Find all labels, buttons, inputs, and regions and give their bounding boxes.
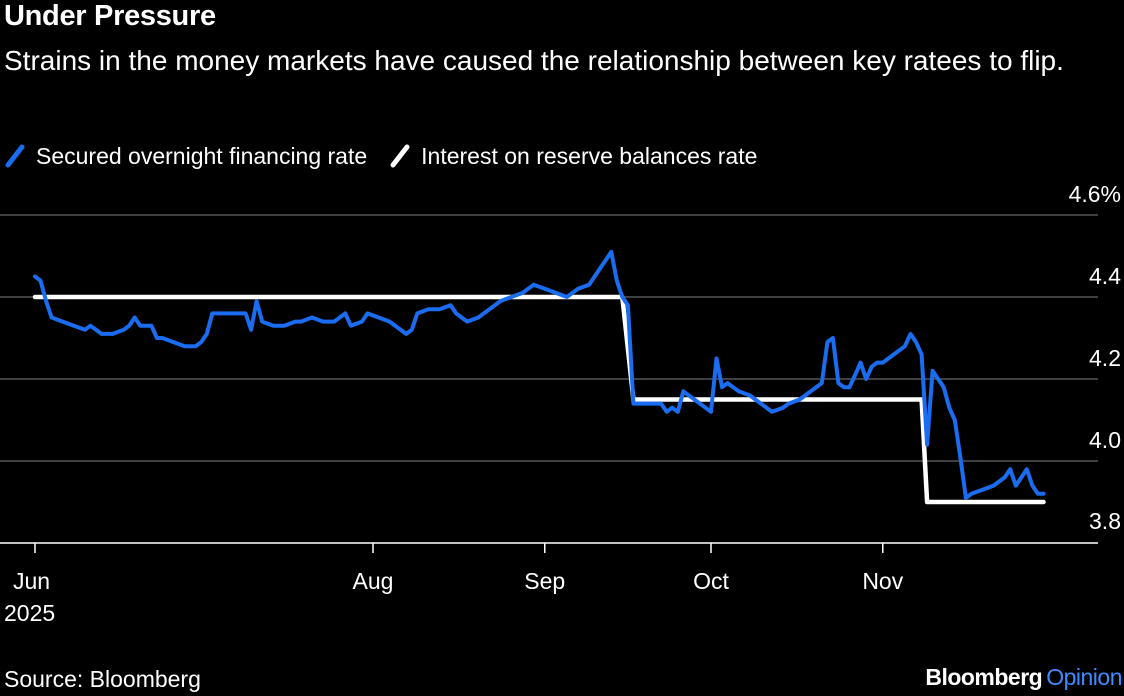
y-tick-label: 4.2 [1089,345,1121,371]
x-tick-label: Nov [862,568,903,594]
y-tick-label: 3.8 [1089,508,1121,534]
legend-label-sofr: Secured overnight financing rate [36,142,368,169]
legend: Secured overnight financing rate Interes… [4,140,779,172]
swatch-line-sofr [5,144,25,168]
x-tick-sublabel: 2025 [4,600,55,626]
y-tick-label: 4.4 [1089,263,1121,289]
legend-swatch-iorb [389,143,411,169]
y-tick-label: 4.0 [1089,427,1121,453]
y-tick-label: 4.6% [1069,181,1121,207]
brand-suffix: Opinion [1046,664,1122,690]
x-tick-label: Sep [524,568,565,594]
x-tick-label: Oct [693,568,729,594]
chart-subtitle: Strains in the money markets have caused… [4,45,1064,76]
chart-title: Under Pressure [4,0,216,32]
x-tick-label: Aug [353,568,394,594]
legend-label-iorb: Interest on reserve balances rate [421,142,758,169]
brand-logo: Bloomberg Opinion [925,664,1122,691]
brand-name: Bloomberg [925,664,1043,690]
swatch-line-iorb [390,144,410,168]
x-tick-label: Jun [13,568,50,594]
source-note: Source: Bloomberg [4,666,201,692]
series-line-sofr [33,249,1046,500]
series-line-iorb [32,294,1046,505]
legend-swatch-sofr [4,143,26,169]
legend-item-sofr: Secured overnight financing rate [4,143,367,170]
legend-item-iorb: Interest on reserve balances rate [389,143,757,170]
